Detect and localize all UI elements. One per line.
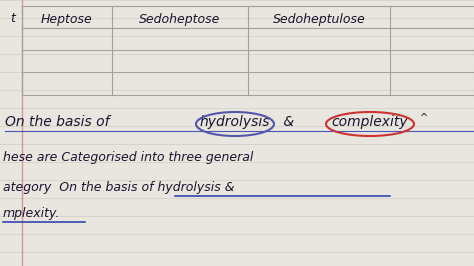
Text: t: t [10,13,16,26]
Text: complexity: complexity [332,115,408,129]
Text: ategory  On the basis of hydrolysis &: ategory On the basis of hydrolysis & [3,181,235,193]
Text: Sedoheptulose: Sedoheptulose [273,13,365,26]
Text: Heptose: Heptose [41,13,93,26]
Text: On the basis of: On the basis of [5,115,114,129]
Text: ^: ^ [420,113,428,123]
Text: mplexity.: mplexity. [3,207,60,221]
Text: hese are Categorised into three general: hese are Categorised into three general [3,152,254,164]
Text: Sedoheptose: Sedoheptose [139,13,221,26]
Text: &: & [279,115,294,129]
Text: hydrolysis: hydrolysis [200,115,270,129]
